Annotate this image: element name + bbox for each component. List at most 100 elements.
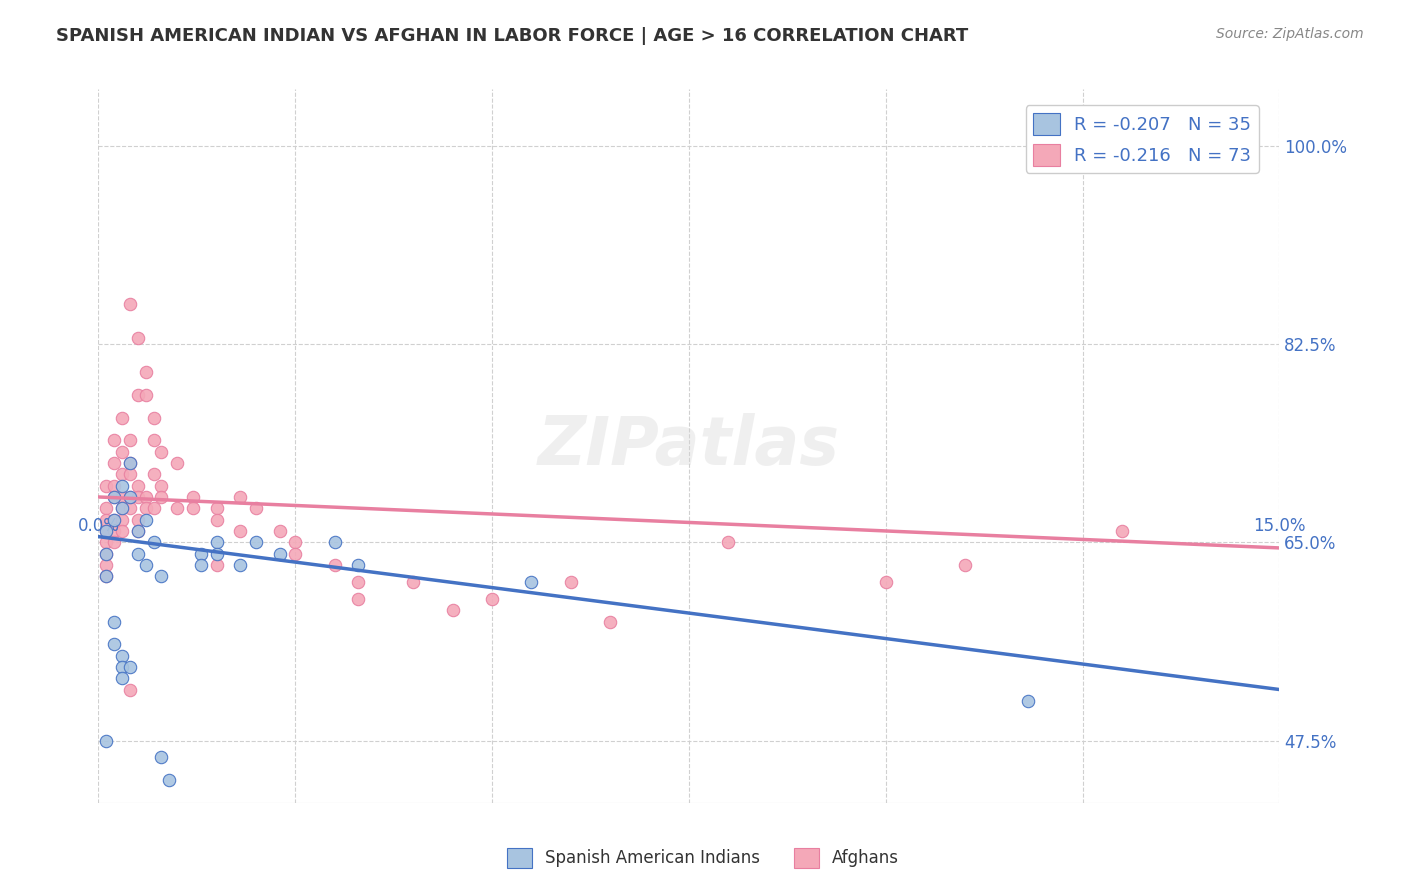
- Point: [347, 574, 370, 589]
- Point: [118, 660, 141, 674]
- Point: [111, 478, 134, 492]
- Point: [205, 535, 228, 549]
- Point: [190, 547, 212, 561]
- Point: [118, 467, 141, 482]
- Point: [150, 478, 173, 492]
- Point: [150, 750, 173, 764]
- Text: 0.0%: 0.0%: [77, 517, 120, 535]
- Point: [150, 490, 173, 504]
- Point: [142, 501, 165, 516]
- Point: [347, 591, 370, 606]
- Point: [181, 490, 204, 504]
- Point: [441, 603, 464, 617]
- Point: [166, 501, 188, 516]
- Point: [118, 501, 141, 516]
- Point: [1111, 524, 1133, 538]
- Point: [205, 547, 228, 561]
- Point: [953, 558, 976, 572]
- Point: [269, 547, 291, 561]
- Point: [111, 467, 134, 482]
- Point: [103, 513, 125, 527]
- Point: [127, 490, 149, 504]
- Point: [96, 558, 118, 572]
- Point: [560, 574, 582, 589]
- Point: [96, 513, 118, 527]
- Point: [717, 535, 740, 549]
- Point: [103, 478, 125, 492]
- Legend: Spanish American Indians, Afghans: Spanish American Indians, Afghans: [501, 841, 905, 875]
- Point: [103, 637, 125, 651]
- Point: [111, 648, 134, 663]
- Point: [111, 501, 134, 516]
- Point: [111, 513, 134, 527]
- Point: [96, 524, 118, 538]
- Point: [96, 569, 118, 583]
- Point: [96, 569, 118, 583]
- Point: [229, 490, 252, 504]
- Point: [111, 660, 134, 674]
- Point: [142, 434, 165, 448]
- Point: [96, 478, 118, 492]
- Point: [111, 671, 134, 685]
- Point: [205, 513, 228, 527]
- Point: [118, 456, 141, 470]
- Point: [323, 535, 346, 549]
- Point: [181, 501, 204, 516]
- Point: [142, 467, 165, 482]
- Point: [96, 501, 118, 516]
- Text: SPANISH AMERICAN INDIAN VS AFGHAN IN LABOR FORCE | AGE > 16 CORRELATION CHART: SPANISH AMERICAN INDIAN VS AFGHAN IN LAB…: [56, 27, 969, 45]
- Point: [135, 558, 157, 572]
- Point: [402, 574, 425, 589]
- Point: [142, 410, 165, 425]
- Point: [127, 524, 149, 538]
- Point: [103, 524, 125, 538]
- Point: [135, 513, 157, 527]
- Point: [323, 558, 346, 572]
- Point: [269, 524, 291, 538]
- Point: [103, 535, 125, 549]
- Point: [111, 501, 134, 516]
- Point: [135, 388, 157, 402]
- Point: [142, 535, 165, 549]
- Point: [96, 547, 118, 561]
- Point: [347, 558, 370, 572]
- Point: [111, 524, 134, 538]
- Point: [118, 434, 141, 448]
- Point: [118, 490, 141, 504]
- Point: [284, 547, 307, 561]
- Point: [103, 513, 125, 527]
- Point: [245, 535, 267, 549]
- Point: [96, 535, 118, 549]
- Point: [127, 331, 149, 345]
- Point: [127, 478, 149, 492]
- Point: [875, 574, 897, 589]
- Point: [111, 410, 134, 425]
- Point: [103, 490, 125, 504]
- Point: [284, 535, 307, 549]
- Point: [103, 434, 125, 448]
- Point: [127, 547, 149, 561]
- Point: [245, 501, 267, 516]
- Point: [166, 456, 188, 470]
- Point: [103, 615, 125, 629]
- Point: [118, 490, 141, 504]
- Point: [150, 569, 173, 583]
- Point: [520, 574, 543, 589]
- Legend: R = -0.207   N = 35, R = -0.216   N = 73: R = -0.207 N = 35, R = -0.216 N = 73: [1025, 105, 1258, 173]
- Text: 15.0%: 15.0%: [1253, 517, 1306, 535]
- Point: [190, 558, 212, 572]
- Point: [103, 456, 125, 470]
- Point: [96, 524, 118, 538]
- Point: [229, 524, 252, 538]
- Point: [157, 773, 180, 788]
- Point: [599, 615, 621, 629]
- Point: [96, 733, 118, 747]
- Text: ZIPatlas: ZIPatlas: [538, 413, 839, 479]
- Point: [1017, 694, 1039, 708]
- Point: [205, 501, 228, 516]
- Point: [103, 490, 125, 504]
- Point: [127, 388, 149, 402]
- Point: [229, 558, 252, 572]
- Point: [135, 490, 157, 504]
- Point: [150, 444, 173, 458]
